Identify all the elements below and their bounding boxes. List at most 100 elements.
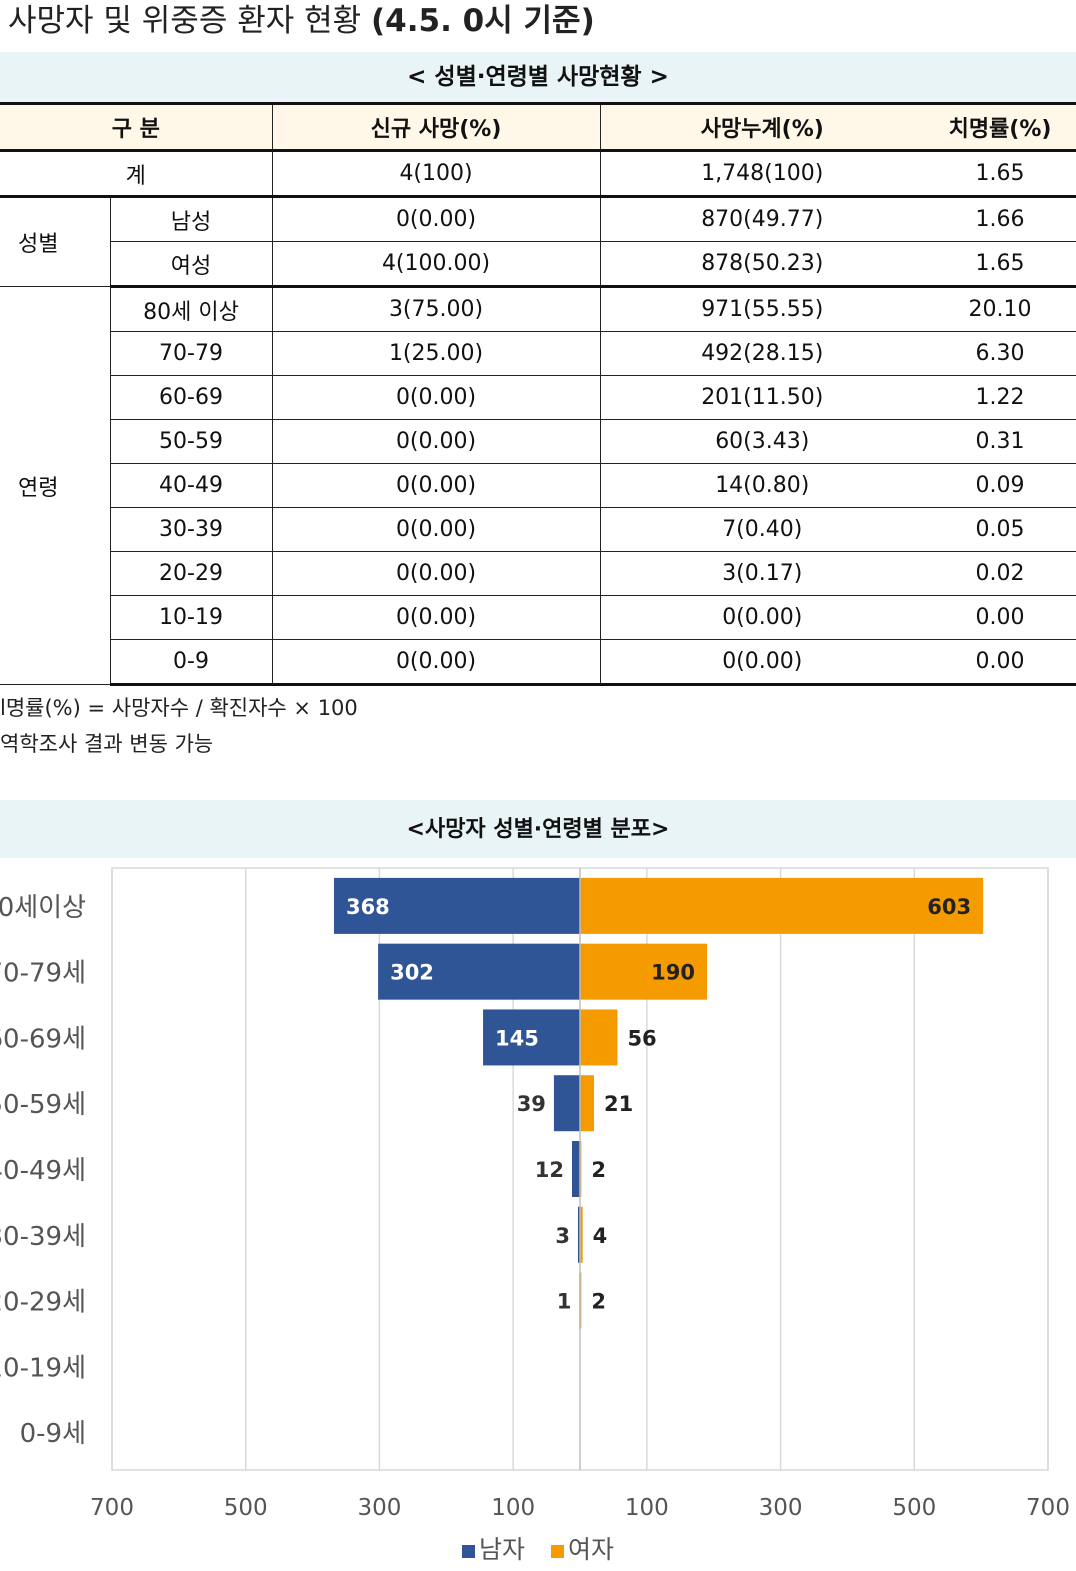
legend-female-label: 여자	[567, 1535, 614, 1564]
row-label: 80세 이상	[109, 286, 273, 332]
new-deaths-cell: 4(100)	[271, 150, 601, 198]
chart-title: <사망자 성별·연령별 분포>	[0, 800, 1076, 858]
row-label: 40-49	[109, 463, 273, 508]
group-label-sex: 성별	[0, 196, 110, 287]
category-label: 20-29세	[0, 1288, 86, 1318]
category-label: 60-69세	[0, 1024, 86, 1054]
table-row: 60-69 0(0.00) 201(11.50) 1.22	[0, 375, 1076, 420]
cumulative-deaths-cell: 14(0.80)	[599, 463, 925, 508]
table-row: 50-59 0(0.00) 60(3.43) 0.31	[0, 419, 1076, 464]
data-label-female: 21	[604, 1092, 633, 1116]
row-label: 여성	[109, 241, 273, 288]
fatality-rate-cell: 1.65	[924, 241, 1076, 288]
header-new-deaths: 신규 사망(%)	[271, 102, 601, 152]
fatality-rate-cell: 0.31	[924, 419, 1076, 464]
bar-female	[580, 1009, 618, 1066]
table-row: 0-9 0(0.00) 0(0.00) 0.00	[0, 639, 1076, 686]
table-row: 연령 80세 이상 3(75.00) 971(55.55) 20.10	[0, 286, 1076, 685]
cumulative-deaths-cell: 60(3.43)	[599, 419, 925, 464]
table-title: < 성별·연령별 사망현황 >	[0, 52, 1076, 102]
new-deaths-cell: 0(0.00)	[271, 595, 601, 640]
x-tick-label: 100	[491, 1495, 535, 1521]
header-cumulative-deaths: 사망누계(%)	[599, 102, 925, 152]
bar-female	[580, 943, 708, 1000]
data-label-male: 39	[517, 1092, 546, 1116]
cumulative-deaths-cell: 3(0.17)	[599, 551, 925, 596]
fatality-rate-cell: 0.02	[924, 551, 1076, 596]
data-label-male: 12	[535, 1158, 564, 1182]
table-row: 30-39 0(0.00) 7(0.40) 0.05	[0, 507, 1076, 552]
new-deaths-cell: 3(75.00)	[271, 286, 601, 332]
table-row: 10-19 0(0.00) 0(0.00) 0.00	[0, 595, 1076, 640]
data-label-male: 368	[346, 895, 390, 919]
category-label: 10-19세	[0, 1353, 86, 1383]
cumulative-deaths-cell: 7(0.40)	[599, 507, 925, 552]
category-label: 0-9세	[20, 1419, 86, 1449]
x-tick-label: 500	[224, 1495, 268, 1521]
header-category: 구 분	[0, 102, 273, 152]
page-title: 사망자 및 위중증 환자 현황 (4.5. 0시 기준)	[8, 3, 595, 39]
cumulative-deaths-cell: 0(0.00)	[599, 595, 925, 640]
row-label: 70-79	[109, 331, 273, 376]
data-label-male: 302	[390, 961, 434, 985]
legend-male-label: 남자	[479, 1535, 526, 1564]
row-label: 10-19	[109, 595, 273, 640]
table-row: 40-49 0(0.00) 14(0.80) 0.09	[0, 463, 1076, 508]
new-deaths-cell: 0(0.00)	[271, 507, 601, 552]
new-deaths-cell: 1(25.00)	[271, 331, 601, 376]
x-tick-label: 300	[357, 1495, 401, 1521]
legend-male-swatch	[462, 1544, 475, 1558]
bar-male	[571, 1141, 580, 1197]
category-label: 70-79세	[0, 959, 86, 989]
cumulative-deaths-cell: 0(0.00)	[599, 639, 925, 686]
data-label-female: 190	[651, 961, 695, 985]
row-label: 계	[0, 150, 273, 198]
row-label: 0-9	[109, 639, 273, 686]
category-label: 50-59세	[0, 1090, 86, 1120]
data-label-male: 145	[495, 1026, 539, 1050]
cumulative-deaths-cell: 492(28.15)	[599, 331, 925, 376]
fatality-rate-cell: 6.30	[924, 331, 1076, 376]
data-label-female: 2	[591, 1158, 606, 1182]
x-tick-label: 500	[892, 1495, 936, 1521]
data-label-female: 4	[593, 1224, 608, 1248]
x-tick-label: 700	[90, 1495, 134, 1521]
bar-male	[378, 943, 580, 1000]
row-label: 60-69	[109, 375, 273, 420]
cumulative-deaths-cell: 201(11.50)	[599, 375, 925, 420]
row-label: 남성	[109, 196, 273, 242]
table-row: 20-29 0(0.00) 3(0.17) 0.02	[0, 551, 1076, 596]
chart-legend: 남자 여자	[0, 1530, 1076, 1566]
group-label-age: 연령	[0, 286, 110, 685]
table-header-row: 구 분 신규 사망(%) 사망누계(%) 치명률(%)	[0, 102, 1076, 152]
bar-male	[553, 1075, 580, 1132]
death-distribution-chart: 700 500 300 100 100 300 500 700 0세이상 368 603 70-79세…	[0, 867, 1070, 1521]
fatality-rate-cell: 0.00	[924, 595, 1076, 640]
fatality-rate-cell: 20.10	[924, 286, 1076, 332]
bar-female	[580, 877, 984, 934]
fatality-rate-cell: 0.05	[924, 507, 1076, 552]
new-deaths-cell: 4(100.00)	[271, 241, 601, 288]
fatality-rate-cell: 1.22	[924, 375, 1076, 420]
cumulative-deaths-cell: 971(55.55)	[599, 286, 925, 332]
category-label: 30-39세	[0, 1222, 86, 1252]
data-label-female: 56	[627, 1026, 656, 1050]
new-deaths-cell: 0(0.00)	[271, 375, 601, 420]
table-row: 70-79 1(25.00) 492(28.15) 6.30	[0, 331, 1076, 376]
new-deaths-cell: 0(0.00)	[271, 463, 601, 508]
data-label-female: 2	[591, 1290, 606, 1314]
data-label-male: 3	[555, 1224, 570, 1248]
fatality-rate-cell: 0.00	[924, 639, 1076, 686]
cumulative-deaths-cell: 870(49.77)	[599, 196, 925, 242]
bar-male	[577, 1206, 580, 1263]
fatality-rate-cell: 1.65	[924, 150, 1076, 198]
new-deaths-cell: 0(0.00)	[271, 419, 601, 464]
fatality-rate-cell: 0.09	[924, 463, 1076, 508]
cumulative-deaths-cell: 878(50.23)	[599, 241, 925, 288]
bar-female	[580, 1206, 583, 1263]
table-row: 성별 남성 0(0.00) 870(49.77) 1.66	[0, 196, 1076, 287]
row-label: 50-59	[109, 419, 273, 464]
x-tick-label: 100	[625, 1495, 669, 1521]
x-tick-label: 300	[759, 1495, 803, 1521]
new-deaths-cell: 0(0.00)	[271, 639, 601, 686]
